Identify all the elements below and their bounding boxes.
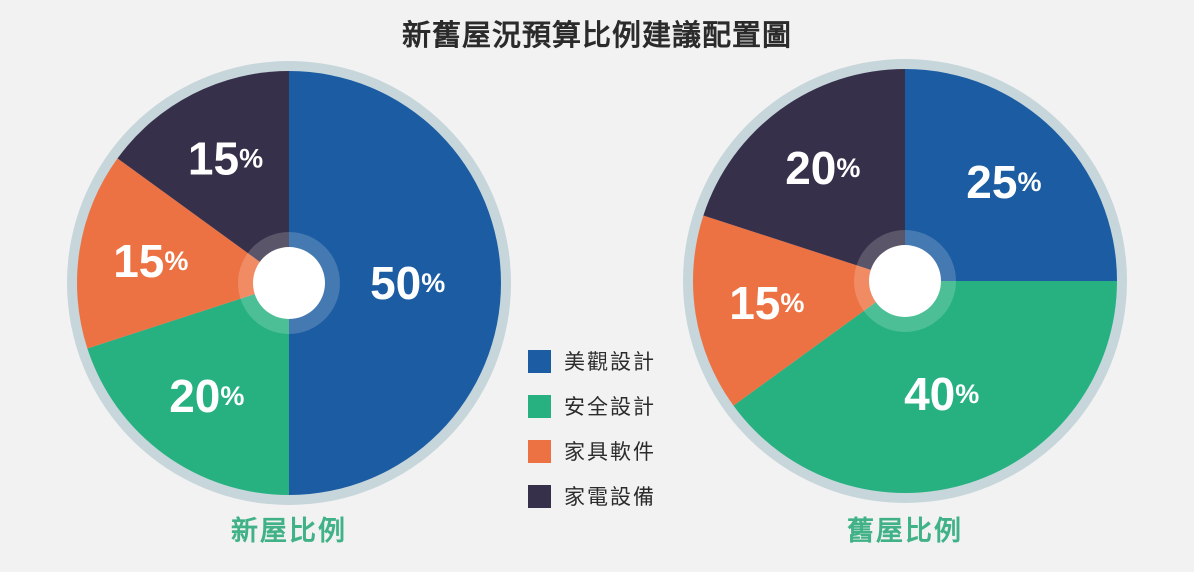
- pie-slice-家電設備: [117, 71, 289, 283]
- legend-item-label: 美觀設計: [564, 351, 656, 374]
- legend-swatch-icon: [528, 349, 551, 373]
- pie-slice-percent-label: 15%: [188, 132, 263, 184]
- pie-chart-new-house: 50% 20% 15% 15%: [67, 61, 511, 505]
- pie-chart-old-house: 25% 40% 15% 20%: [683, 59, 1127, 503]
- pie-slice-percent-label: 15%: [729, 277, 804, 329]
- pie-slice-家具軟件: [77, 158, 289, 349]
- pie-slice-percent-label: 20%: [169, 370, 244, 422]
- pie-chart-old-house-svg: 25% 40% 15% 20%: [683, 59, 1127, 503]
- legend-item: 家具軟件: [528, 436, 656, 466]
- legend-swatch-icon: [528, 439, 551, 463]
- pie-chart-new-house-svg: 50% 20% 15%15%: [67, 61, 511, 505]
- pie-slice-美觀設計: [905, 69, 1117, 281]
- legend-swatch-icon: [528, 394, 551, 418]
- legend-item-label: 家具軟件: [564, 441, 656, 464]
- pie-slice-percent-label: 25%: [966, 156, 1041, 208]
- pie-slice-percent-label: 50%: [370, 257, 445, 309]
- pie-slice-安全設計: [87, 283, 289, 495]
- legend-item-label: 安全設計: [564, 396, 656, 419]
- pie-slice-家具軟件: [693, 215, 905, 406]
- caption-new-house: 新屋比例: [231, 516, 347, 546]
- page-title: 新舊屋況預算比例建議配置圖: [401, 20, 792, 52]
- pie-slice-家電設備: [703, 69, 905, 281]
- legend-swatch-icon: [528, 484, 551, 508]
- caption-old-house: 舊屋比例: [847, 516, 963, 546]
- legend-item-label: 家電設備: [564, 486, 656, 509]
- legend-item: 家電設備: [528, 481, 656, 511]
- donut-hole: [869, 245, 941, 317]
- legend-item: 安全設計: [528, 391, 656, 421]
- donut-hole: [253, 247, 325, 319]
- legend-item: 美觀設計: [528, 346, 656, 376]
- pie-slice-美觀設計: [289, 71, 501, 495]
- pie-slice-percent-label: 20%: [785, 142, 860, 194]
- legend: 美觀設計安全設計家具軟件家電設備: [528, 346, 656, 511]
- pie-slice-安全設計: [733, 281, 1117, 493]
- pie-slice-percent-label: 40%: [904, 368, 979, 420]
- pie-slice-percent-label: 15%: [113, 235, 188, 287]
